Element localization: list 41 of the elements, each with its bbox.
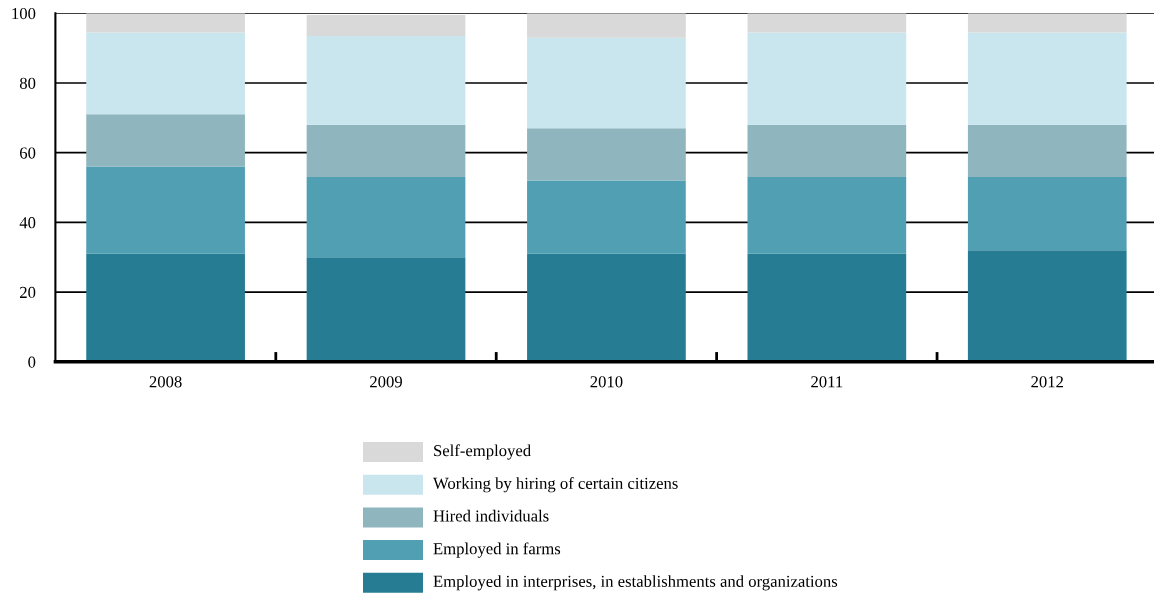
bar [967, 32, 1127, 125]
bar [86, 13, 245, 33]
bar [306, 35, 466, 125]
x-tick-label: 2012 [1031, 376, 1063, 388]
x-tick-label: 2009 [370, 376, 402, 388]
y-tick-label: 60 [20, 147, 36, 159]
bar [747, 253, 907, 362]
bar [747, 13, 907, 33]
bar [527, 37, 686, 129]
bar [967, 13, 1127, 33]
bar [306, 257, 466, 362]
legend-label: Employed in farms [433, 542, 561, 558]
legend-label: Working by hiring of certain citizens [433, 477, 678, 493]
bar [747, 177, 907, 254]
x-tick-label: 2010 [590, 376, 623, 388]
bar [306, 15, 466, 36]
bar [527, 128, 686, 181]
x-tick-label: 2008 [149, 376, 182, 388]
bar [967, 124, 1127, 178]
bar [527, 253, 686, 362]
bar [747, 124, 907, 178]
bar [306, 124, 466, 178]
bar [306, 177, 466, 258]
legend-label: Hired individuals [433, 509, 549, 522]
bar [527, 13, 686, 38]
y-tick-label: 40 [19, 217, 36, 229]
x-tick-label: 2011 [811, 376, 843, 388]
bar [86, 32, 245, 115]
y-tick-label: 80 [19, 77, 36, 89]
legend-label: Employed in interprises, in establishments and organizations [433, 575, 838, 591]
y-tick-label: 20 [20, 286, 36, 299]
bar [967, 250, 1127, 362]
bar [86, 166, 245, 254]
bar [86, 253, 245, 362]
bar [86, 114, 245, 167]
legend-label: Self-employed [434, 444, 531, 460]
y-tick-label: 0 [28, 356, 36, 368]
y-tick-label: 100 [12, 7, 36, 20]
bar [967, 177, 1127, 251]
bar [747, 32, 907, 125]
bar [527, 180, 686, 254]
